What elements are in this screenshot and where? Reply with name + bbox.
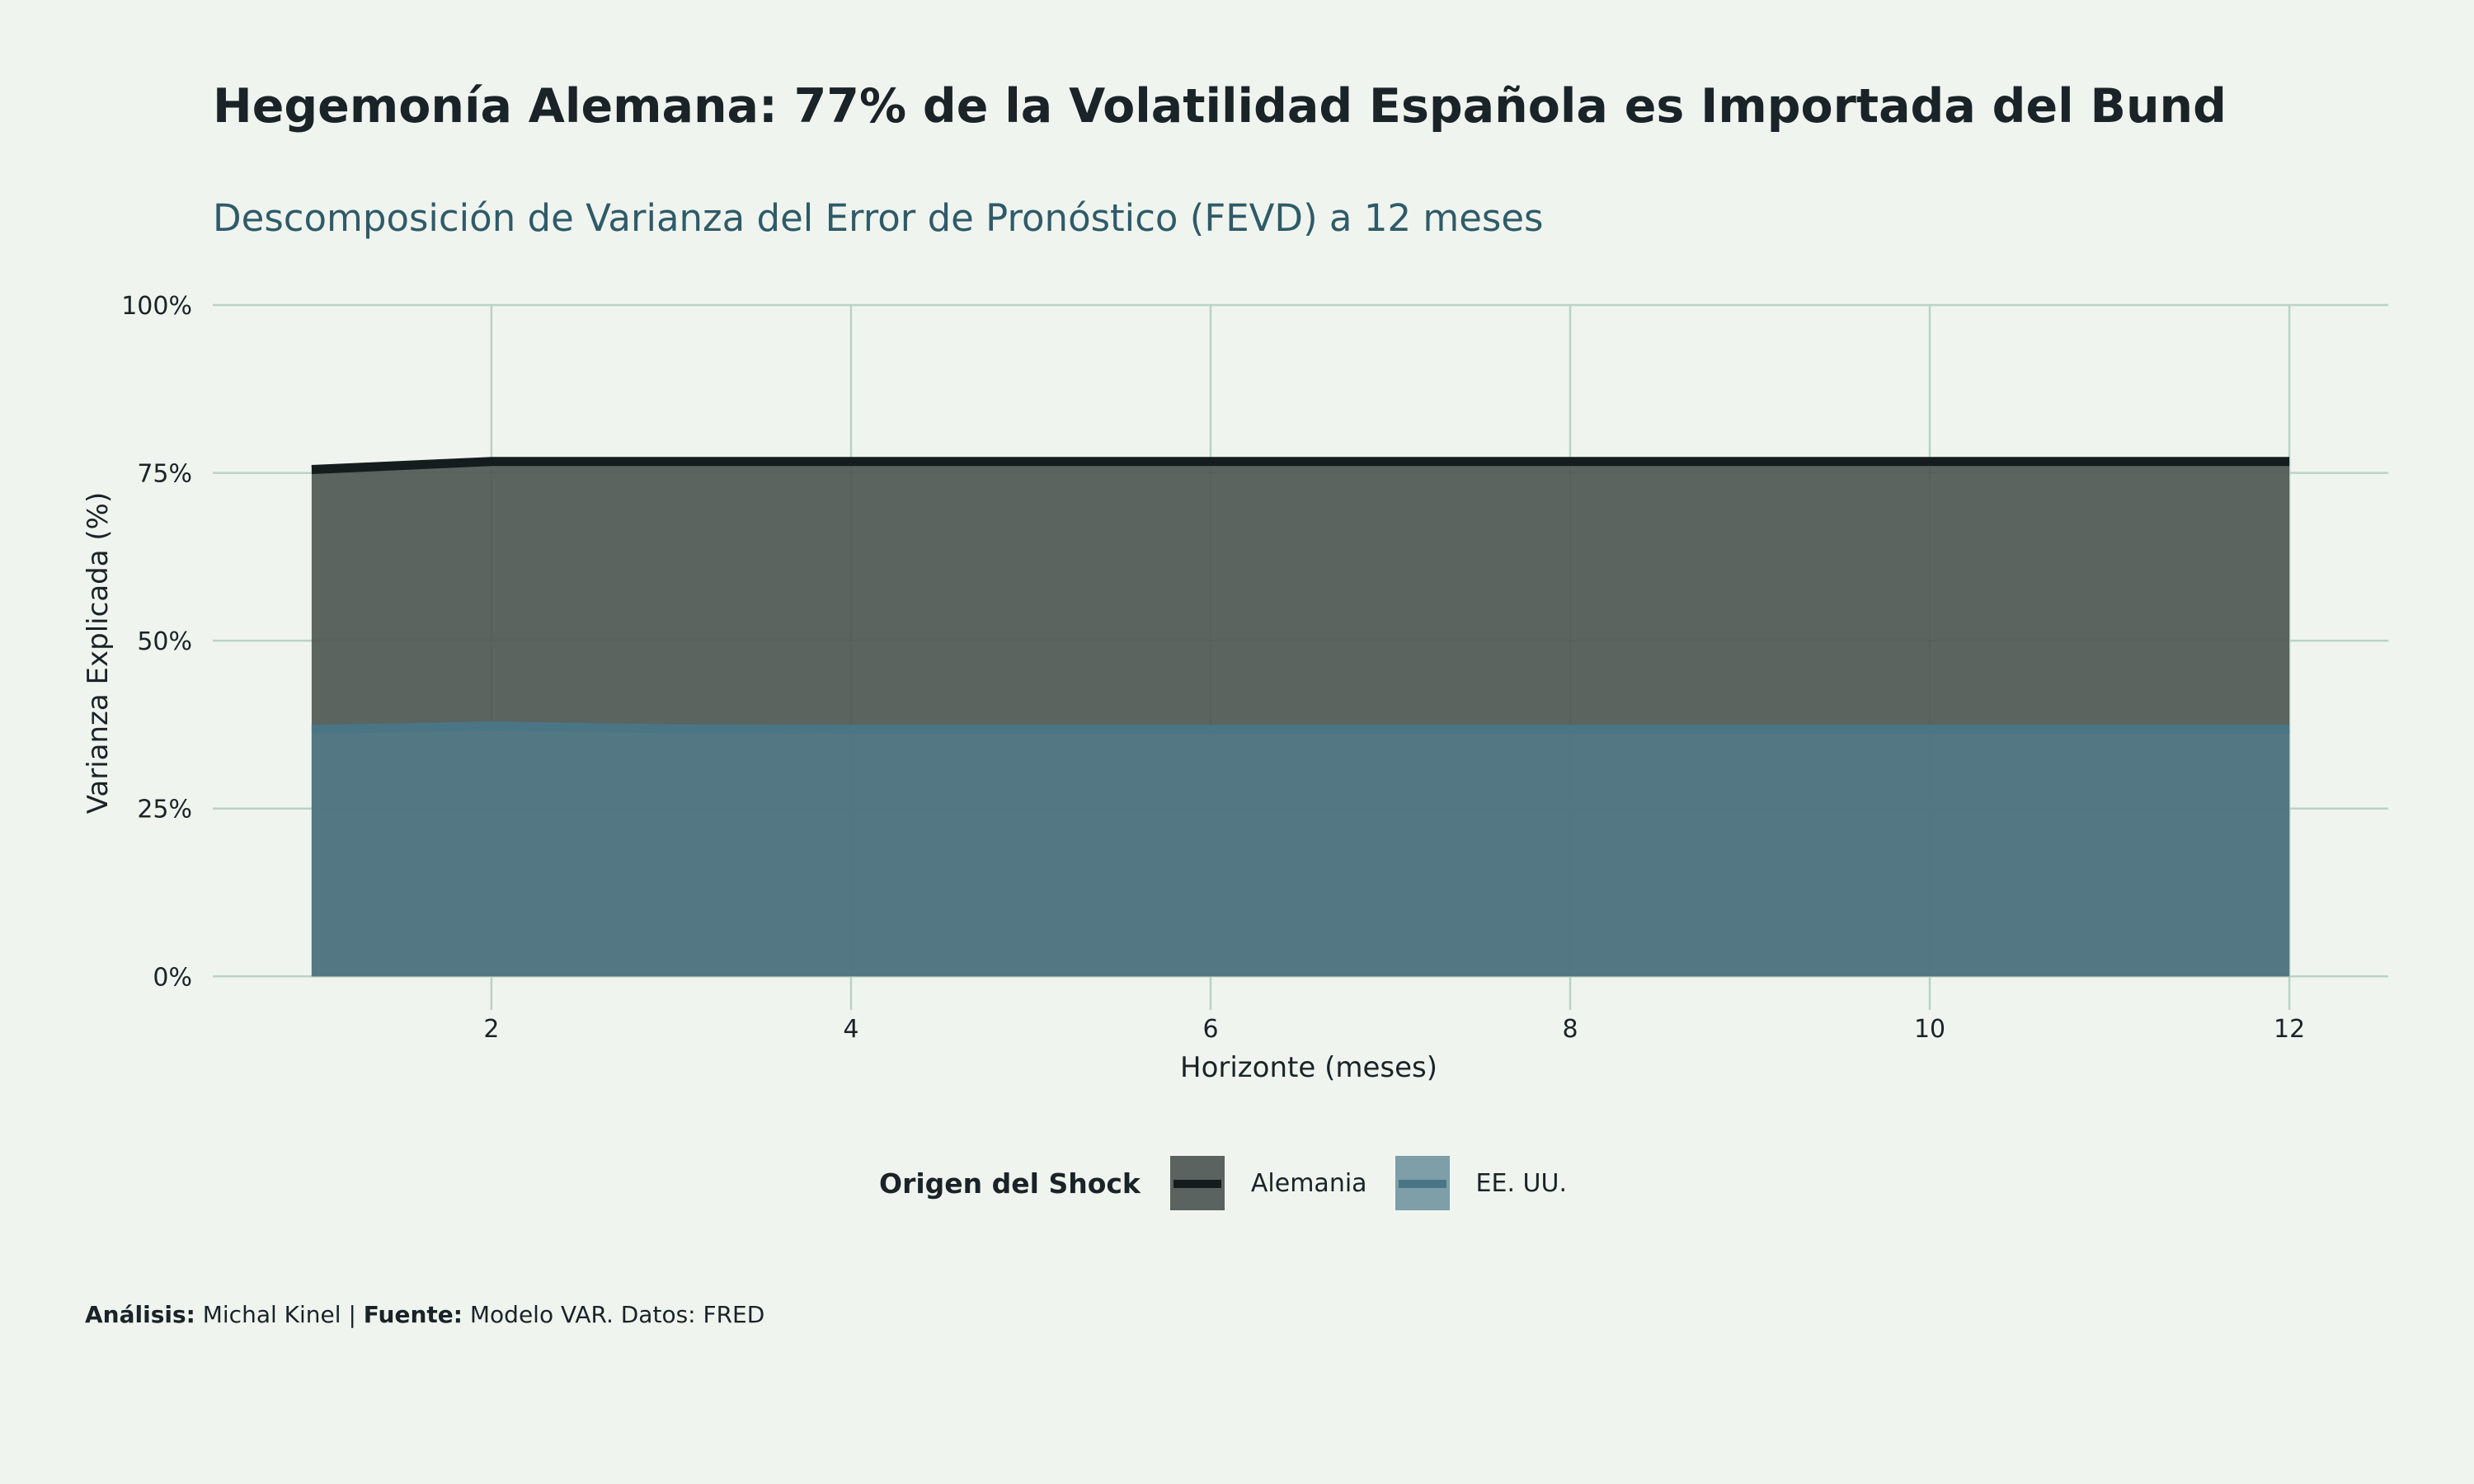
- legend-swatch-alemania: [1169, 1156, 1225, 1210]
- legend-swatch-eeuu: [1395, 1156, 1450, 1210]
- x-tick-label: 4: [843, 1015, 858, 1044]
- chart-title: Hegemonía Alemana: 77% de la Volatilidad…: [213, 79, 2227, 134]
- y-tick-label: 50%: [137, 627, 192, 656]
- legend-item-eeuu[interactable]: EE. UU.: [1395, 1156, 1567, 1210]
- x-tick-label: 6: [1202, 1015, 1218, 1044]
- y-tick-label: 100%: [121, 292, 192, 321]
- y-axis-ticks: 0% 25% 50% 75% 100%: [121, 292, 192, 992]
- x-axis-ticks: 2 4 6 8 10 12: [483, 1015, 2305, 1044]
- x-tick-label: 8: [1562, 1015, 1578, 1044]
- chart-canvas: 0% 25% 50% 75% 100% 2 4 6 8 10 12 Horizonte (mese…: [82, 292, 2388, 1084]
- legend-item-alemania[interactable]: Alemania: [1169, 1156, 1367, 1210]
- legend-label-alemania: Alemania: [1250, 1168, 1367, 1198]
- x-tick-label: 10: [1914, 1015, 1945, 1044]
- line-eeuu: [311, 721, 2290, 735]
- legend-title: Origen del Shock: [879, 1167, 1141, 1200]
- caption-source-label: Fuente:: [363, 1301, 463, 1328]
- y-axis-label: Varianza Explicada (%): [82, 492, 115, 814]
- chart-subtitle: Descomposición de Varianza del Error de …: [213, 196, 1544, 240]
- line-alemania: [311, 457, 2290, 474]
- x-axis-label: Horizonte (meses): [1180, 1051, 1437, 1084]
- caption-analysis-value: Michal Kinel: [202, 1301, 341, 1328]
- x-tick-label: 12: [2274, 1015, 2305, 1044]
- x-tick-label: 2: [483, 1015, 499, 1044]
- caption-separator: |: [348, 1301, 356, 1328]
- caption-analysis-label: Análisis:: [85, 1301, 195, 1328]
- caption-source-value: Modelo VAR. Datos: FRED: [469, 1301, 765, 1328]
- y-tick-label: 75%: [137, 460, 192, 489]
- legend-label-eeuu: EE. UU.: [1475, 1168, 1567, 1198]
- y-tick-label: 0%: [153, 963, 192, 992]
- caption: Análisis: Michal Kinel | Fuente: Modelo …: [85, 1301, 764, 1328]
- area-eeuu: [311, 726, 2290, 977]
- legend: Origen del Shock Alemania EE. UU.: [0, 1154, 2474, 1212]
- y-tick-label: 25%: [137, 796, 192, 824]
- area-series: [311, 457, 2290, 977]
